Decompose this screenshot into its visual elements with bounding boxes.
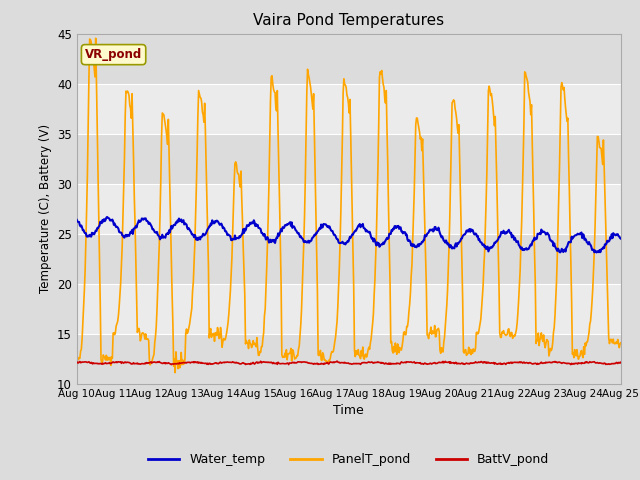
Bar [77,234,621,284]
Bar [77,284,621,334]
Bar [77,134,621,184]
X-axis label: Time: Time [333,405,364,418]
Y-axis label: Temperature (C), Battery (V): Temperature (C), Battery (V) [38,124,51,293]
Bar [77,334,621,384]
Title: Vaira Pond Temperatures: Vaira Pond Temperatures [253,13,444,28]
Bar [77,84,621,134]
Text: VR_pond: VR_pond [85,48,142,61]
Legend: Water_temp, PanelT_pond, BattV_pond: Water_temp, PanelT_pond, BattV_pond [143,448,554,471]
Bar [77,34,621,84]
Bar [77,184,621,234]
